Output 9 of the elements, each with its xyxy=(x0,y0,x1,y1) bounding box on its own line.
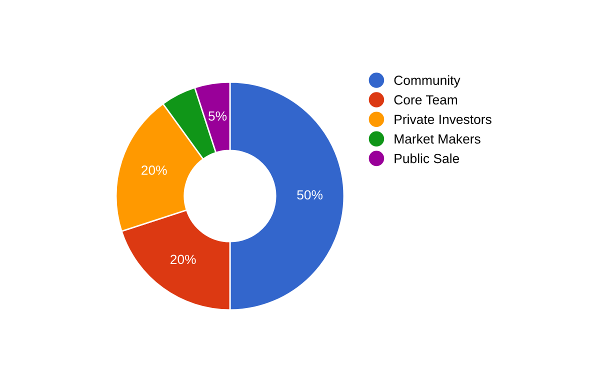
data-label: 50% xyxy=(297,190,323,200)
data-label: 5% xyxy=(208,111,227,121)
legend-label: Core Team xyxy=(394,95,458,105)
legend-label: Public Sale xyxy=(394,154,460,164)
data-label: 20% xyxy=(170,254,196,264)
data-label: 20% xyxy=(142,166,167,175)
legend-label: Market Makers xyxy=(394,134,480,144)
legend-label: Community xyxy=(394,75,460,88)
legend-label: Private Investors xyxy=(394,114,492,124)
